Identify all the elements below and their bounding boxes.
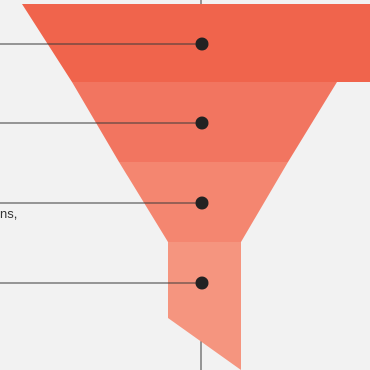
marker-dot-2: [195, 116, 209, 130]
marker-dot-1: [195, 37, 209, 51]
stage-3-label-fragment: ns,: [0, 206, 18, 221]
marker-dot-4: [195, 276, 209, 290]
funnel-stage-4: [168, 242, 241, 370]
marker-dot-3: [195, 196, 209, 210]
